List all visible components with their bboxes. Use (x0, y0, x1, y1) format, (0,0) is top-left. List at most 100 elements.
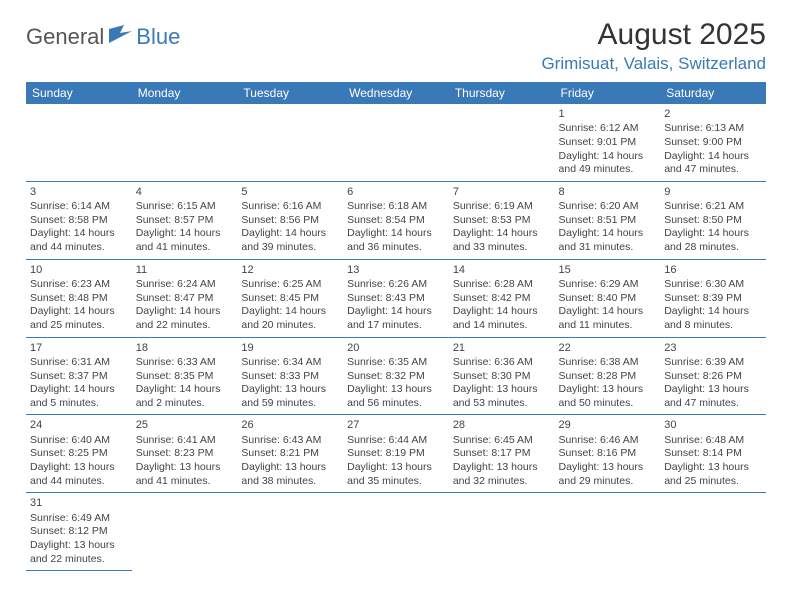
day-number: 10 (30, 263, 128, 277)
sunset-line: Sunset: 9:01 PM (559, 136, 657, 150)
sunset-line: Sunset: 8:45 PM (241, 292, 339, 306)
sunrise-line: Sunrise: 6:36 AM (453, 356, 551, 370)
sunset-line: Sunset: 8:58 PM (30, 214, 128, 228)
day-number: 31 (30, 496, 128, 510)
sunrise-line: Sunrise: 6:14 AM (30, 200, 128, 214)
day-number: 8 (559, 185, 657, 199)
day-number: 28 (453, 418, 551, 432)
calendar-day: 2Sunrise: 6:13 AMSunset: 9:00 PMDaylight… (660, 104, 766, 181)
sunset-line: Sunset: 8:14 PM (664, 447, 762, 461)
day-number: 30 (664, 418, 762, 432)
brand-general: General (26, 24, 104, 50)
day-number: 4 (136, 185, 234, 199)
daylight-line: Daylight: 14 hoursand 2 minutes. (136, 383, 234, 410)
calendar-day: 31Sunrise: 6:49 AMSunset: 8:12 PMDayligh… (26, 493, 132, 571)
sunset-line: Sunset: 9:00 PM (664, 136, 762, 150)
sunrise-line: Sunrise: 6:24 AM (136, 278, 234, 292)
daylight-line: Daylight: 14 hoursand 39 minutes. (241, 227, 339, 254)
sunset-line: Sunset: 8:53 PM (453, 214, 551, 228)
location: Grimisuat, Valais, Switzerland (541, 54, 766, 74)
calendar-day: 19Sunrise: 6:34 AMSunset: 8:33 PMDayligh… (237, 337, 343, 415)
sunset-line: Sunset: 8:26 PM (664, 370, 762, 384)
sunrise-line: Sunrise: 6:38 AM (559, 356, 657, 370)
calendar-row: 24Sunrise: 6:40 AMSunset: 8:25 PMDayligh… (26, 415, 766, 493)
calendar-empty (132, 493, 238, 571)
day-number: 25 (136, 418, 234, 432)
day-number: 3 (30, 185, 128, 199)
sunset-line: Sunset: 8:23 PM (136, 447, 234, 461)
calendar-day: 8Sunrise: 6:20 AMSunset: 8:51 PMDaylight… (555, 181, 661, 259)
calendar-day: 22Sunrise: 6:38 AMSunset: 8:28 PMDayligh… (555, 337, 661, 415)
daylight-line: Daylight: 13 hoursand 56 minutes. (347, 383, 445, 410)
daylight-line: Daylight: 14 hoursand 33 minutes. (453, 227, 551, 254)
brand-flag-icon (108, 25, 134, 50)
weekday-header: Monday (132, 82, 238, 104)
calendar-day: 17Sunrise: 6:31 AMSunset: 8:37 PMDayligh… (26, 337, 132, 415)
daylight-line: Daylight: 13 hoursand 50 minutes. (559, 383, 657, 410)
calendar-day: 18Sunrise: 6:33 AMSunset: 8:35 PMDayligh… (132, 337, 238, 415)
calendar-day: 27Sunrise: 6:44 AMSunset: 8:19 PMDayligh… (343, 415, 449, 493)
calendar-empty (237, 104, 343, 181)
weekday-header-row: SundayMondayTuesdayWednesdayThursdayFrid… (26, 82, 766, 104)
daylight-line: Daylight: 14 hoursand 41 minutes. (136, 227, 234, 254)
sunrise-line: Sunrise: 6:20 AM (559, 200, 657, 214)
daylight-line: Daylight: 13 hoursand 35 minutes. (347, 461, 445, 488)
sunset-line: Sunset: 8:50 PM (664, 214, 762, 228)
sunrise-line: Sunrise: 6:23 AM (30, 278, 128, 292)
sunset-line: Sunset: 8:19 PM (347, 447, 445, 461)
calendar-row: 3Sunrise: 6:14 AMSunset: 8:58 PM Daylight… (26, 181, 766, 259)
weekday-header: Tuesday (237, 82, 343, 104)
calendar-empty (237, 493, 343, 571)
sunset-line: Sunset: 8:25 PM (30, 447, 128, 461)
day-number: 5 (241, 185, 339, 199)
sunrise-line: Sunrise: 6:49 AM (30, 512, 128, 526)
sunset-line: Sunset: 8:28 PM (559, 370, 657, 384)
sunrise-line: Sunrise: 6:34 AM (241, 356, 339, 370)
calendar-day: 15Sunrise: 6:29 AMSunset: 8:40 PMDayligh… (555, 259, 661, 337)
day-number: 21 (453, 341, 551, 355)
weekday-header: Friday (555, 82, 661, 104)
calendar-day: 13Sunrise: 6:26 AMSunset: 8:43 PMDayligh… (343, 259, 449, 337)
calendar-table: SundayMondayTuesdayWednesdayThursdayFrid… (26, 82, 766, 571)
sunrise-line: Sunrise: 6:21 AM (664, 200, 762, 214)
weekday-header: Thursday (449, 82, 555, 104)
sunset-line: Sunset: 8:39 PM (664, 292, 762, 306)
sunrise-line: Sunrise: 6:19 AM (453, 200, 551, 214)
day-number: 24 (30, 418, 128, 432)
day-number: 16 (664, 263, 762, 277)
daylight-line: Daylight: 14 hoursand 8 minutes. (664, 305, 762, 332)
sunset-line: Sunset: 8:30 PM (453, 370, 551, 384)
day-number: 22 (559, 341, 657, 355)
calendar-day: 5Sunrise: 6:16 AMSunset: 8:56 PMDaylight… (237, 181, 343, 259)
calendar-empty (132, 104, 238, 181)
weekday-header: Wednesday (343, 82, 449, 104)
daylight-line: Daylight: 14 hoursand 22 minutes. (136, 305, 234, 332)
daylight-line: Daylight: 14 hoursand 5 minutes. (30, 383, 128, 410)
header: General Blue August 2025 Grimisuat, Vala… (26, 18, 766, 74)
sunrise-line: Sunrise: 6:30 AM (664, 278, 762, 292)
sunset-line: Sunset: 8:16 PM (559, 447, 657, 461)
calendar-day: 30Sunrise: 6:48 AMSunset: 8:14 PMDayligh… (660, 415, 766, 493)
sunrise-line: Sunrise: 6:29 AM (559, 278, 657, 292)
day-number: 9 (664, 185, 762, 199)
calendar-day: 3Sunrise: 6:14 AMSunset: 8:58 PMDaylight… (26, 181, 132, 259)
sunrise-line: Sunrise: 6:33 AM (136, 356, 234, 370)
calendar-day: 21Sunrise: 6:36 AMSunset: 8:30 PMDayligh… (449, 337, 555, 415)
brand-blue: Blue (136, 24, 180, 50)
day-number: 6 (347, 185, 445, 199)
calendar-day: 4Sunrise: 6:15 AMSunset: 8:57 PMDaylight… (132, 181, 238, 259)
daylight-line: Daylight: 14 hoursand 49 minutes. (559, 150, 657, 177)
calendar-day: 6Sunrise: 6:18 AMSunset: 8:54 PMDaylight… (343, 181, 449, 259)
sunset-line: Sunset: 8:57 PM (136, 214, 234, 228)
sunrise-line: Sunrise: 6:25 AM (241, 278, 339, 292)
calendar-day: 20Sunrise: 6:35 AMSunset: 8:32 PMDayligh… (343, 337, 449, 415)
sunrise-line: Sunrise: 6:16 AM (241, 200, 339, 214)
sunset-line: Sunset: 8:35 PM (136, 370, 234, 384)
sunrise-line: Sunrise: 6:15 AM (136, 200, 234, 214)
day-number: 14 (453, 263, 551, 277)
day-number: 15 (559, 263, 657, 277)
sunset-line: Sunset: 8:33 PM (241, 370, 339, 384)
weekday-header: Saturday (660, 82, 766, 104)
day-number: 29 (559, 418, 657, 432)
calendar-empty (26, 104, 132, 181)
